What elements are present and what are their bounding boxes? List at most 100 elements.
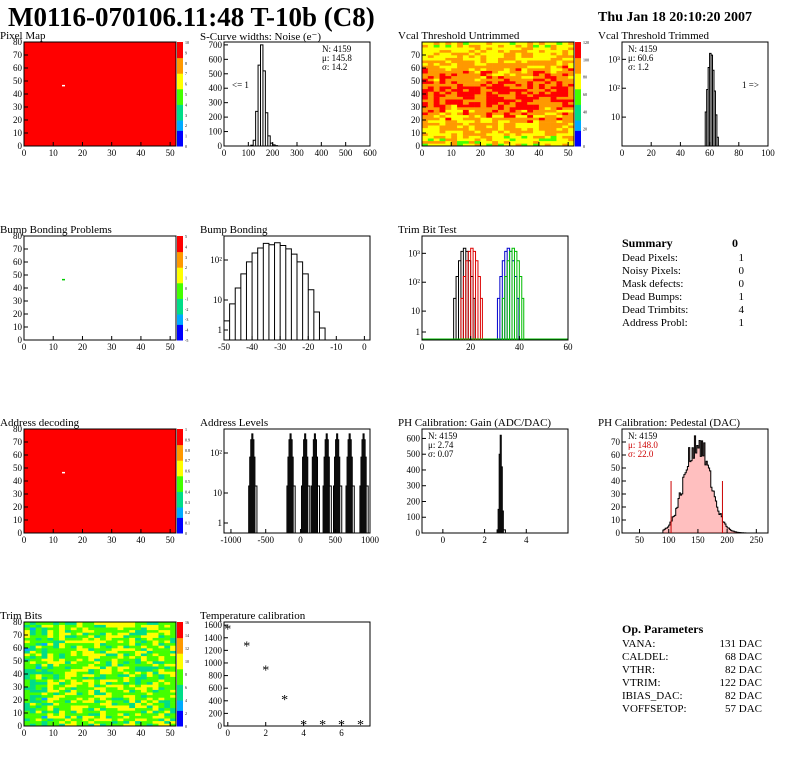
heatmap-cell	[41, 653, 48, 657]
heatmap-cell	[503, 133, 510, 136]
x-tick-label: 0	[362, 342, 367, 352]
colorbar-cell	[575, 88, 581, 95]
heatmap-cell	[462, 68, 470, 71]
heatmap-cell	[515, 127, 522, 131]
heatmap-cell	[140, 635, 148, 638]
heatmap-cell	[135, 661, 142, 664]
colorbar-cell	[177, 674, 183, 680]
heatmap-cell	[24, 645, 31, 649]
y-tick-label: 30	[611, 489, 621, 499]
heatmap-cell	[70, 622, 77, 625]
heatmap-cell	[556, 62, 563, 66]
colorbar-cell	[177, 130, 183, 137]
heatmap-cell	[422, 133, 429, 136]
heatmap-cell	[550, 94, 557, 97]
heatmap-cell	[474, 96, 481, 100]
heatmap-cell	[503, 104, 510, 108]
y-tick-label: 40	[13, 669, 23, 679]
heatmap-cell	[462, 130, 470, 134]
heatmap-cell	[146, 666, 153, 670]
heatmap-cell	[544, 62, 551, 66]
heatmap-cell	[117, 702, 124, 706]
heatmap-cell	[129, 710, 136, 714]
heatmap-cell	[515, 112, 522, 116]
heatmap-cell	[53, 627, 60, 631]
heatmap-cell	[117, 650, 124, 654]
plot-frame	[223, 621, 371, 727]
heatmap-cell	[164, 642, 171, 646]
heatmap-cell	[140, 640, 148, 644]
heatmap-cell	[47, 635, 54, 638]
heatmap-cell	[521, 42, 528, 45]
heatmap-cell	[29, 674, 36, 677]
heatmap-cell	[515, 55, 522, 58]
colorbar-cell	[177, 47, 183, 53]
underflow-label: <= 1	[232, 80, 249, 90]
heatmap-cell	[492, 133, 499, 136]
heatmap-cell	[474, 83, 481, 87]
op-parameters-table: Op. Parameters VANA: 131 DAC CALDEL: 68 DAC…	[622, 622, 762, 722]
heatmap-cell	[433, 94, 440, 97]
address-decoding-panel: Address decoding 0 10 20 30 40 50 0 10 20 30 40 50 60…	[0, 417, 200, 547]
heatmap-cell	[480, 112, 487, 116]
heatmap-cell	[562, 130, 569, 134]
heatmap-cell	[562, 133, 569, 136]
heatmap-cell	[550, 125, 557, 129]
heatmap-cell	[492, 81, 499, 84]
heatmap-cell	[35, 648, 42, 651]
heatmap-cell	[498, 78, 505, 82]
y-tick-label: 400	[209, 83, 223, 93]
heatmap-cell	[550, 42, 557, 45]
stats-text: σ: 0.07	[428, 449, 454, 459]
colorbar-label: -1	[185, 296, 188, 301]
heatmap-cell	[527, 91, 534, 95]
heatmap-cell	[480, 99, 487, 103]
heatmap-cell	[123, 710, 130, 714]
heatmap-cell	[170, 666, 177, 670]
heatmap-cell	[533, 44, 540, 48]
colorbar-cell	[575, 94, 581, 100]
y-tick-label: 1600	[204, 620, 223, 630]
colorbar-cell	[177, 88, 183, 95]
heatmap-cell	[427, 44, 434, 48]
colorbar-label: -5	[185, 338, 188, 343]
heatmap-cell	[117, 723, 124, 727]
heatmap-cell	[59, 622, 66, 625]
heatmap-cell	[47, 671, 54, 675]
heatmap-cell	[100, 632, 107, 636]
heatmap-cell	[533, 91, 540, 95]
plot-frame	[223, 428, 371, 534]
colorbar-cell	[177, 491, 183, 498]
heatmap-cell	[451, 130, 458, 134]
colorbar-label: 4	[185, 102, 187, 107]
colorbar-label: 4	[185, 698, 187, 703]
heatmap-cell	[439, 65, 446, 69]
heatmap-cell	[123, 632, 130, 636]
heatmap-cell	[41, 710, 48, 714]
heatmap-cell	[439, 81, 446, 84]
heatmap-cell	[105, 632, 112, 636]
colorbar-cell	[177, 68, 183, 74]
heatmap-cell	[140, 689, 148, 693]
heatmap-cell	[129, 661, 136, 664]
heatmap-cell	[24, 629, 31, 633]
heatmap-cell	[41, 674, 48, 677]
y-tick-label: 100	[209, 127, 223, 137]
heatmap-cell	[129, 666, 136, 670]
heatmap-cell	[538, 120, 546, 123]
heatmap-cell	[562, 135, 569, 139]
heatmap-cell	[41, 687, 48, 690]
histogram-line	[495, 434, 508, 534]
heatmap-cell	[509, 73, 516, 77]
heatmap-cell	[158, 668, 165, 672]
colorbar-cell	[575, 114, 581, 121]
heatmap-cell	[533, 120, 540, 123]
heatmap-cell	[152, 705, 159, 709]
heatmap-cell	[170, 624, 177, 628]
heatmap-cell	[527, 62, 534, 66]
heatmap-cell	[527, 55, 534, 58]
heatmap-cell	[41, 700, 48, 703]
heatmap-cell	[123, 715, 130, 719]
heatmap-cell	[556, 107, 563, 110]
heatmap-cell	[64, 718, 72, 722]
